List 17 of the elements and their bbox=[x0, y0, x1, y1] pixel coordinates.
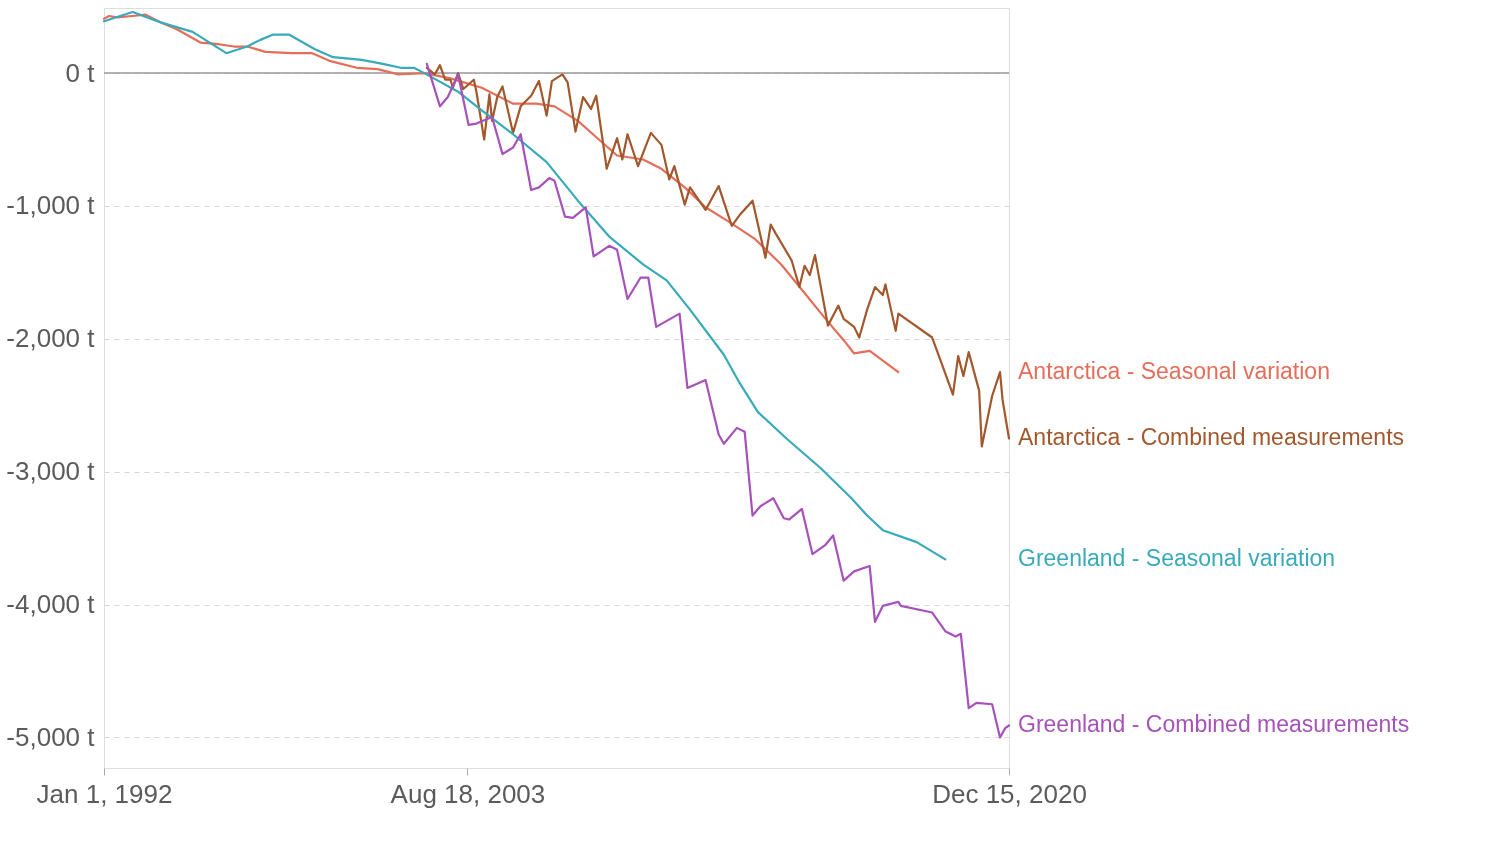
y-tick-label: -1,000 t bbox=[6, 190, 96, 221]
series-label: Greenland - Combined measurements bbox=[1018, 711, 1410, 738]
text: Antarctica - Seasonal variation bbox=[1018, 358, 1330, 385]
x-tick-label: Aug 18, 2003 bbox=[390, 778, 546, 809]
y-tick-label: -4,000 t bbox=[6, 589, 96, 620]
x-tick-label: Jan 1, 1992 bbox=[36, 778, 173, 809]
y-tick-label: -2,000 t bbox=[6, 323, 96, 354]
y-tick-label: -3,000 t bbox=[6, 456, 96, 487]
line-series bbox=[425, 62, 1011, 739]
y-tick-label: -5,000 t bbox=[6, 721, 96, 752]
y-tick-label: 0 t bbox=[65, 57, 96, 88]
x-tick-label: Dec 15, 2020 bbox=[932, 778, 1087, 809]
line-series bbox=[102, 13, 900, 374]
line-series bbox=[102, 10, 947, 561]
text: Greenland - Seasonal variation bbox=[1018, 545, 1336, 572]
line-series bbox=[425, 64, 1011, 448]
series-label: Antarctica - Combined measurements bbox=[1018, 424, 1405, 451]
